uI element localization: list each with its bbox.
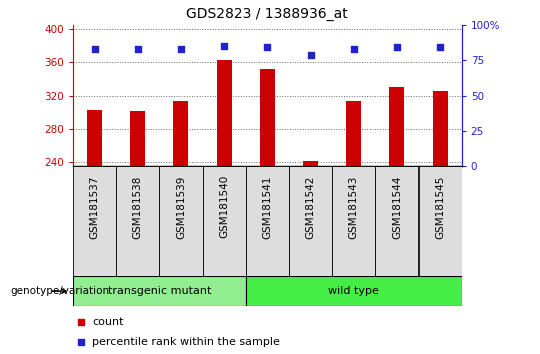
Bar (346, 101, 361, 166)
Text: genotype/variation: genotype/variation (11, 286, 110, 296)
Point (133, 46, 142, 52)
Text: wild type: wild type (328, 286, 379, 296)
Point (349, 46, 358, 52)
Point (306, 52, 315, 57)
Text: GSM181537: GSM181537 (90, 175, 99, 239)
Point (90, 46, 99, 52)
Bar (418, 166, 462, 276)
Bar (217, 60, 232, 166)
Bar (246, 276, 462, 306)
Bar (87, 110, 102, 166)
Bar (375, 166, 418, 276)
Text: GSM181541: GSM181541 (262, 175, 272, 239)
Title: GDS2823 / 1388936_at: GDS2823 / 1388936_at (186, 7, 348, 21)
Point (177, 46, 185, 52)
Text: percentile rank within the sample: percentile rank within the sample (92, 337, 280, 347)
Bar (389, 87, 404, 166)
Bar (130, 110, 145, 166)
Bar (289, 166, 332, 276)
Text: transgenic mutant: transgenic mutant (107, 286, 211, 296)
Bar (116, 166, 159, 276)
Text: GSM181538: GSM181538 (133, 175, 143, 239)
Bar (246, 166, 289, 276)
Bar (73, 166, 116, 276)
Text: GSM181540: GSM181540 (219, 175, 229, 238)
Text: GSM181539: GSM181539 (176, 175, 186, 239)
Text: GSM181545: GSM181545 (435, 175, 445, 239)
Bar (159, 166, 202, 276)
Text: count: count (92, 318, 124, 327)
Bar (303, 161, 318, 166)
Point (436, 45, 444, 50)
Text: GSM181543: GSM181543 (349, 175, 359, 239)
Bar (173, 101, 188, 166)
Bar (73, 276, 246, 306)
Point (263, 45, 272, 50)
Bar (260, 69, 275, 166)
Bar (202, 166, 246, 276)
Text: GSM181542: GSM181542 (306, 175, 315, 239)
Point (220, 43, 228, 49)
Bar (332, 166, 375, 276)
Text: GSM181544: GSM181544 (392, 175, 402, 239)
Bar (433, 91, 448, 166)
Point (393, 45, 401, 50)
